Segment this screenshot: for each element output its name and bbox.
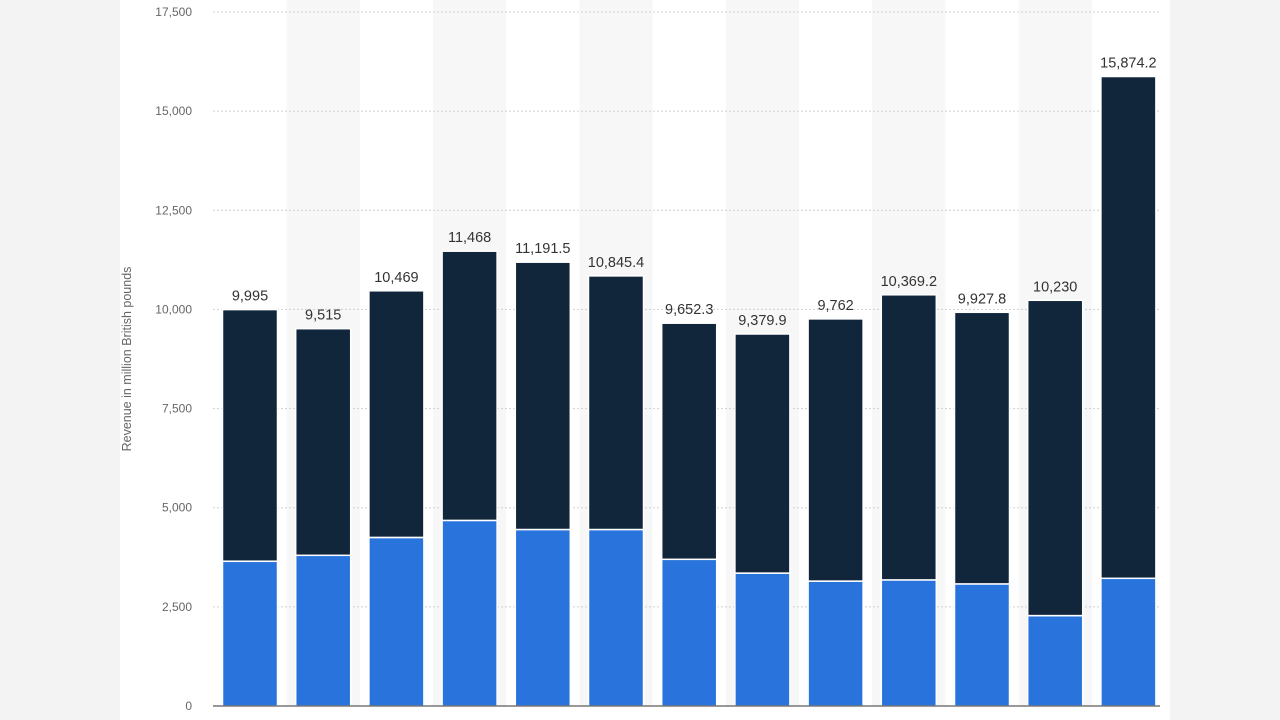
bar-segment-upper [1026,299,1084,617]
bar-segment-lower [1100,577,1157,707]
y-tick-label: 7,500 [162,402,192,416]
y-tick-label: 10,000 [155,302,192,316]
bar-segment-upper [953,311,1011,585]
bar-total-label: 10,369.2 [881,274,937,290]
bar-total-label: 9,652.3 [665,302,713,318]
bar-segment-upper [441,250,498,522]
bar-total-label: 11,468 [448,230,491,246]
bar-total-label: 9,927.8 [958,291,1006,307]
y-tick-label: 17,500 [155,5,192,19]
bar-segment-upper [807,318,864,582]
bar-segment-lower [734,572,791,707]
bar-segment-lower [514,528,572,707]
y-tick-label: 0 [185,699,192,713]
bar-segment-lower [660,558,718,707]
y-axis-title: Revenue in million British pounds [120,267,134,452]
bar-segment-upper [1100,75,1157,580]
bar-segment-upper [514,261,572,531]
y-tick-label: 2,500 [162,600,192,614]
bar-segment-upper [368,290,425,539]
bars [221,75,1157,707]
bar-total-label: 11,191.5 [515,241,570,257]
bar-segment-lower [441,519,498,707]
bar-total-label: 9,762 [817,298,853,314]
bar-total-label: 10,469 [374,270,418,286]
bar-segment-upper [734,333,791,574]
y-tick-label: 5,000 [162,501,192,515]
bar-total-label: 10,845.4 [588,255,644,271]
bar-segment-lower [368,536,425,707]
bar-segment-upper [660,322,718,561]
bar-segment-upper [294,327,352,557]
bar-total-label: 9,515 [305,308,341,324]
y-axis-ticks: 0 2,500 5,000 7,500 10,000 12,500 15,000 17,500 [155,5,192,713]
bar-total-label: 9,379.9 [738,313,786,329]
bar-segment-upper [880,294,938,581]
bar-segment-lower [953,583,1011,707]
bar-segment-lower [807,580,864,707]
bar-total-label: 9,995 [232,289,268,305]
y-tick-label: 12,500 [155,203,192,217]
bar-segment-lower [221,560,279,707]
data-labels: 9,995 9,515 10,469 11,468 11,191.5 10,845.4 9,… [232,56,1157,330]
bar-segment-lower [587,528,645,707]
y-tick-label: 15,000 [155,104,192,118]
bar-segment-lower [880,579,938,707]
bar-segment-lower [294,554,352,707]
bar-segment-upper [221,308,279,562]
bar-total-label: 15,874.2 [1100,56,1156,72]
bar-segment-upper [587,275,645,531]
bar-segment-lower [1026,614,1084,707]
bar-total-label: 10,230 [1033,279,1077,295]
